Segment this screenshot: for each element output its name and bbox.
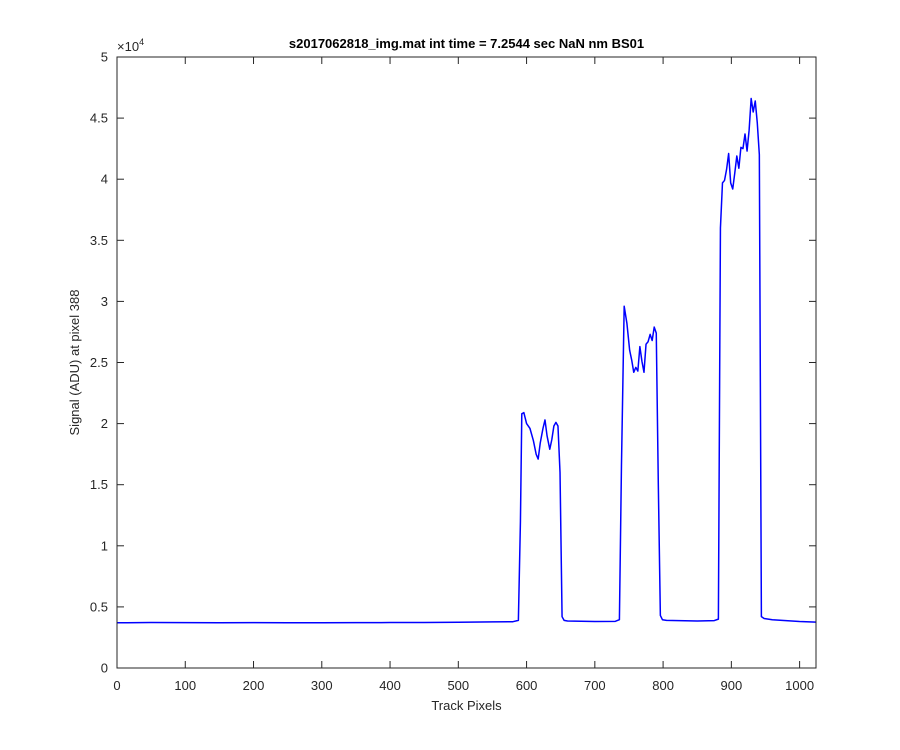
series-layer — [116, 97, 817, 624]
y-tick-label: 0 — [101, 661, 108, 676]
x-tick-label: 0 — [113, 678, 120, 693]
x-tick-label: 400 — [379, 678, 401, 693]
y-axis-exponent: ×104 — [117, 37, 144, 54]
y-tick-label: 1.5 — [90, 477, 108, 492]
y-tick-label: 3 — [101, 294, 108, 309]
x-tick-label: 800 — [652, 678, 674, 693]
y-exponent-power: 4 — [139, 37, 144, 47]
y-tick-label: 1 — [101, 538, 108, 553]
x-tick-label: 200 — [243, 678, 265, 693]
y-tick-label: 2.5 — [90, 355, 108, 370]
plot-area — [117, 57, 816, 668]
x-tick-label: 100 — [174, 678, 196, 693]
x-tick-label: 600 — [516, 678, 538, 693]
y-tick-label: 2 — [101, 416, 108, 431]
y-tick-label: 3.5 — [90, 233, 108, 248]
x-tick-label: 900 — [721, 678, 743, 693]
axes-layer: 0 100 200 300 400 500 600 700 800 900 1000 0 0.5 1 1.5… — [90, 50, 817, 693]
x-tick-label: 700 — [584, 678, 606, 693]
x-tick-label: 500 — [447, 678, 469, 693]
y-tick-label: 4 — [101, 172, 108, 187]
y-tick-label: 4.5 — [90, 111, 108, 126]
y-axis-label: Signal (ADU) at pixel 388 — [67, 290, 82, 436]
x-tick-label: 300 — [311, 678, 333, 693]
y-tick-label: 0.5 — [90, 599, 108, 614]
x-axis-label: Track Pixels — [431, 698, 502, 713]
chart-title: s2017062818_img.mat int time = 7.2544 se… — [289, 36, 644, 51]
x-tick-label: 1000 — [785, 678, 814, 693]
y-exponent-base: ×10 — [117, 39, 139, 54]
y-tick-label: 5 — [101, 50, 108, 65]
series-line-1 — [116, 97, 817, 624]
